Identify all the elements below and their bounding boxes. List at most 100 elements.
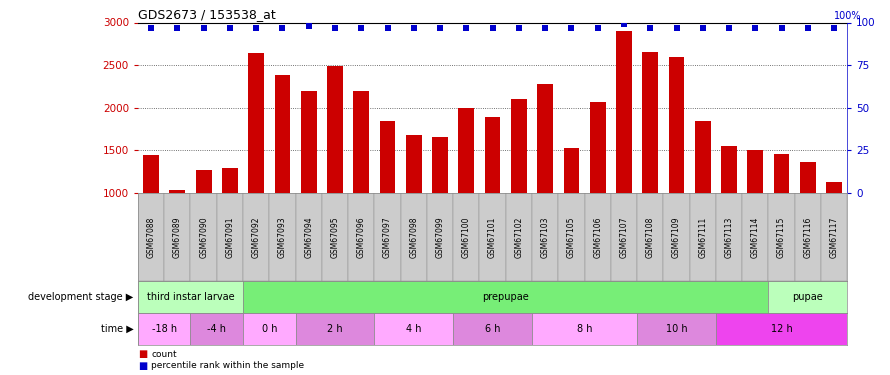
Bar (695, 121, 711, 278)
Bar (270, 193, 295, 281)
Text: GSM67092: GSM67092 (252, 216, 261, 258)
Bar (637, 193, 663, 281)
Text: GSM67106: GSM67106 (594, 216, 603, 258)
Text: GSM67105: GSM67105 (567, 216, 576, 258)
Bar (538, 84, 553, 278)
Bar (222, 168, 238, 278)
Bar (295, 313, 375, 345)
Text: 100%: 100% (834, 11, 861, 21)
Text: GSM67102: GSM67102 (514, 216, 523, 258)
Text: -18 h: -18 h (151, 324, 177, 334)
Text: prepupae: prepupae (482, 292, 530, 302)
Bar (663, 193, 690, 281)
Bar (353, 91, 369, 278)
Bar (328, 66, 343, 278)
Bar (748, 150, 764, 278)
Text: 8 h: 8 h (577, 324, 593, 334)
Bar (480, 193, 506, 281)
Bar (453, 193, 480, 281)
Bar (375, 313, 453, 345)
Bar (532, 193, 558, 281)
Bar (768, 193, 795, 281)
Bar (217, 193, 243, 281)
Text: GSM67101: GSM67101 (488, 216, 498, 258)
Text: GSM67091: GSM67091 (225, 216, 234, 258)
Bar (243, 281, 768, 313)
Text: GSM67103: GSM67103 (540, 216, 550, 258)
Text: GSM67109: GSM67109 (672, 216, 681, 258)
Text: GSM67097: GSM67097 (383, 216, 392, 258)
Text: 2 h: 2 h (328, 324, 343, 334)
Bar (821, 193, 847, 281)
Bar (716, 193, 742, 281)
Bar (690, 193, 716, 281)
Text: third instar larvae: third instar larvae (147, 292, 234, 302)
Text: 4 h: 4 h (406, 324, 422, 334)
Text: GSM67099: GSM67099 (435, 216, 445, 258)
Bar (400, 193, 427, 281)
Bar (485, 117, 500, 278)
Text: ■: ■ (138, 361, 147, 370)
Text: development stage ▶: development stage ▶ (28, 292, 134, 302)
Bar (773, 154, 789, 278)
Bar (248, 53, 264, 278)
Bar (563, 148, 579, 278)
Bar (138, 193, 165, 281)
Bar (375, 193, 400, 281)
Bar (532, 313, 637, 345)
Bar (190, 193, 217, 281)
Text: GSM67095: GSM67095 (330, 216, 339, 258)
Bar (138, 313, 190, 345)
Bar (795, 193, 821, 281)
Bar (768, 281, 847, 313)
Text: GSM67115: GSM67115 (777, 216, 786, 258)
Text: 10 h: 10 h (666, 324, 687, 334)
Text: pupae: pupae (792, 292, 823, 302)
Text: 0 h: 0 h (262, 324, 277, 334)
Bar (511, 99, 527, 278)
Text: GSM67100: GSM67100 (462, 216, 471, 258)
Text: GSM67114: GSM67114 (751, 216, 760, 258)
Bar (274, 75, 290, 278)
Text: GSM67096: GSM67096 (357, 216, 366, 258)
Text: time ▶: time ▶ (101, 324, 134, 334)
Bar (800, 162, 816, 278)
Text: count: count (151, 350, 177, 359)
Bar (196, 170, 212, 278)
Bar (165, 193, 190, 281)
Text: GSM67094: GSM67094 (304, 216, 313, 258)
Bar (506, 193, 532, 281)
Bar (243, 193, 270, 281)
Bar (433, 137, 448, 278)
Bar (611, 193, 637, 281)
Text: GSM67088: GSM67088 (147, 216, 156, 258)
Bar (668, 57, 684, 278)
Bar (721, 146, 737, 278)
Bar (616, 31, 632, 278)
Text: GSM67116: GSM67116 (804, 216, 813, 258)
Bar (458, 108, 474, 278)
Text: -4 h: -4 h (207, 324, 226, 334)
Text: 6 h: 6 h (485, 324, 500, 334)
Bar (590, 102, 605, 278)
Bar (348, 193, 375, 281)
Bar (243, 313, 295, 345)
Bar (558, 193, 585, 281)
Bar (453, 313, 532, 345)
Bar (295, 193, 322, 281)
Bar (826, 182, 842, 278)
Text: GDS2673 / 153538_at: GDS2673 / 153538_at (138, 8, 276, 21)
Bar (742, 193, 768, 281)
Text: ■: ■ (138, 350, 147, 359)
Bar (380, 122, 395, 278)
Text: GSM67093: GSM67093 (278, 216, 287, 258)
Bar (169, 190, 185, 278)
Bar (716, 313, 847, 345)
Bar (406, 135, 422, 278)
Bar (585, 193, 611, 281)
Text: GSM67113: GSM67113 (724, 216, 733, 258)
Bar (138, 281, 243, 313)
Bar (643, 51, 658, 278)
Bar (301, 91, 317, 278)
Text: percentile rank within the sample: percentile rank within the sample (151, 361, 304, 370)
